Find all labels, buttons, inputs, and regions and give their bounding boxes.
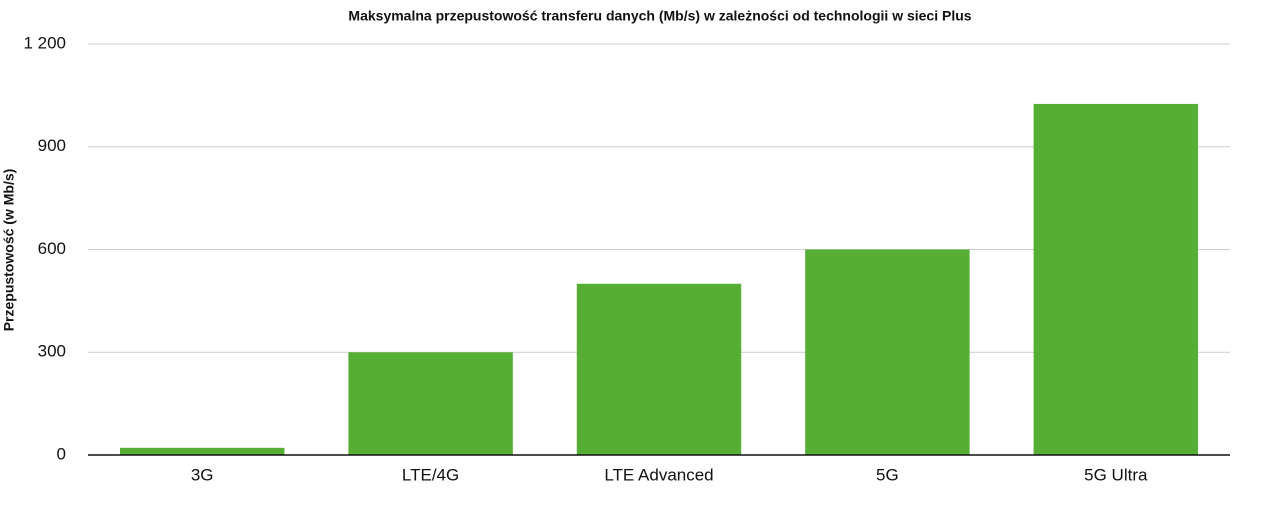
y-tick-label: 600 [38, 239, 66, 258]
y-tick-label: 300 [38, 342, 66, 361]
x-tick-label: 3G [191, 465, 214, 484]
bar [1033, 103, 1199, 455]
y-axis-label: Przepustowość (w Mb/s) [1, 169, 17, 332]
y-tick-label: 0 [57, 444, 66, 463]
bar [119, 447, 285, 455]
y-tick-label: 1 200 [23, 33, 66, 52]
x-tick-label: LTE/4G [402, 465, 459, 484]
bar [348, 352, 513, 455]
x-tick-label: 5G [876, 465, 899, 484]
bar [576, 283, 742, 455]
x-tick-label: LTE Advanced [604, 465, 713, 484]
y-tick-label: 900 [38, 136, 66, 155]
bar [805, 249, 970, 455]
chart-title: Maksymalna przepustowość transferu danyc… [348, 8, 971, 24]
x-tick-label: 5G Ultra [1084, 465, 1148, 484]
